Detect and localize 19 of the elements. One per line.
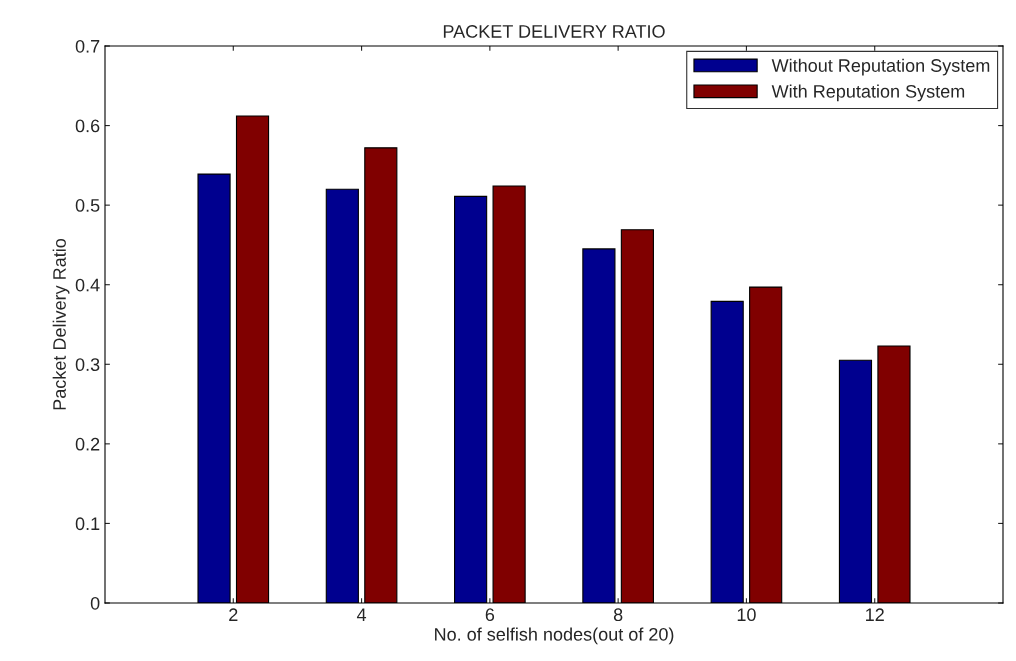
y-tick-label: 0.2 (75, 437, 100, 451)
y-axis-title: Packet Delivery Ratio (52, 238, 70, 410)
x-tick-label: 8 (613, 608, 623, 622)
y-tick-label: 0.1 (75, 517, 100, 531)
legend-label: Without Reputation System (771, 58, 990, 76)
x-tick-label: 10 (737, 608, 756, 622)
x-tick-label: 2 (229, 608, 238, 621)
y-tick-label: 0.7 (75, 39, 100, 53)
legend-label: With Reputation System (771, 84, 965, 102)
x-tick-label: 12 (866, 608, 884, 621)
y-tick-label: 0.5 (75, 199, 100, 212)
x-axis-title: No. of selfish nodes(out of 20) (435, 627, 674, 645)
y-tick-label: 0.3 (75, 358, 100, 372)
y-tick-label: 0.6 (75, 119, 100, 133)
x-tick-label: 6 (485, 608, 495, 622)
x-tick-label: 4 (356, 608, 367, 621)
y-tick-label: 0.4 (75, 278, 100, 292)
y-tick-label: 0 (90, 596, 100, 610)
chart-title: PACKET DELIVERY RATIO (443, 25, 665, 38)
